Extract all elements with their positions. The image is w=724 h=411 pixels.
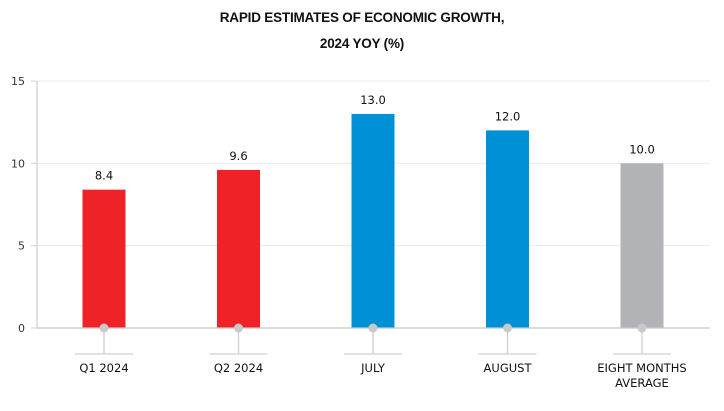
x-category-label: Q1 2024 (79, 361, 128, 375)
x-category-label: Q2 2024 (214, 361, 263, 375)
bar (620, 163, 664, 328)
bar-value-label: 13.0 (360, 93, 386, 107)
y-tick-label: 0 (18, 322, 25, 335)
x-tick-dot (637, 323, 647, 333)
bar-value-label: 9.6 (229, 149, 247, 163)
y-tick-label: 15 (11, 75, 25, 88)
bar-value-label: 10.0 (629, 142, 655, 156)
bar (486, 130, 529, 328)
x-tick-dot (503, 323, 512, 333)
chart-title-line-1: RAPID ESTIMATES OF ECONOMIC GROWTH, (219, 10, 505, 25)
x-category-label: JULY (360, 361, 386, 375)
bar (217, 169, 260, 328)
x-tick-dot (368, 323, 378, 333)
x-category-label: AUGUST (484, 361, 533, 375)
chart-title-line-2: 2024 YOY (%) (319, 36, 405, 51)
bar-value-label: 12.0 (495, 109, 521, 123)
y-tick-label: 10 (11, 157, 25, 170)
x-tick-dot (99, 323, 109, 333)
bar-value-label: 8.4 (95, 169, 113, 183)
bar (82, 189, 126, 328)
y-tick-label: 5 (18, 240, 25, 253)
x-category-label: AVERAGE (615, 376, 669, 390)
bar (351, 113, 395, 328)
x-category-label: EIGHT MONTHS (597, 361, 686, 375)
x-tick-dot (234, 323, 243, 333)
